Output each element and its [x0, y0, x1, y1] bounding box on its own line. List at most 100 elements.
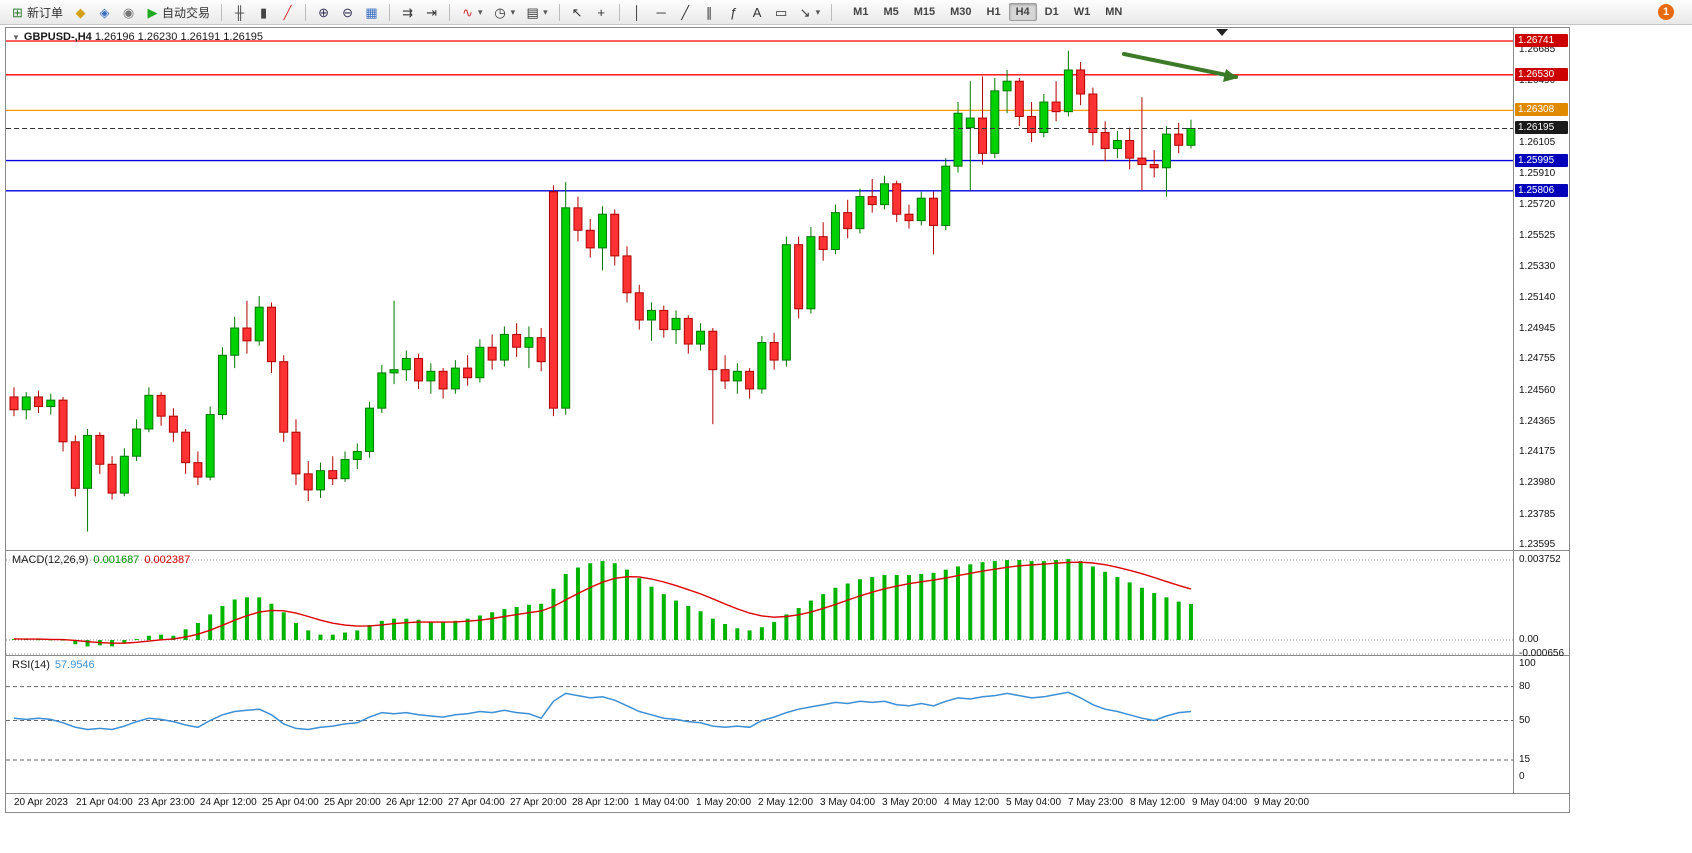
community-button[interactable]: ◉ [117, 0, 140, 24]
collapse-icon[interactable]: ▼ [12, 33, 20, 42]
bar-chart-button[interactable]: ╫ [228, 0, 251, 24]
price-line-badge: 1.26741 [1515, 33, 1568, 47]
main-chart-plot[interactable] [6, 28, 1514, 550]
templates-button[interactable]: ▤ ▾ [521, 0, 553, 24]
price-axis-label: 1.25720 [1519, 198, 1556, 210]
macd-title: MACD(12,26,9) 0.001687 0.002387 [12, 554, 190, 566]
price-axis-label: 1.26105 [1519, 136, 1556, 148]
price-axis-label: 1.23595 [1519, 539, 1556, 551]
rsi-axis-label: 50 [1519, 714, 1531, 726]
trendline-icon: ╱ [681, 4, 690, 20]
macd-plot[interactable] [6, 551, 1514, 655]
timeframe-button-w1[interactable]: W1 [1073, 6, 1091, 18]
time-axis-label: 27 Apr 20:00 [510, 797, 567, 808]
rsi-axis-label: 100 [1519, 658, 1536, 669]
cursor-button[interactable]: ↖ [566, 0, 589, 24]
price-axis-label: 1.23785 [1519, 508, 1556, 520]
chevron-down-icon: ▾ [815, 6, 821, 17]
timeframe-button-d1[interactable]: D1 [1044, 6, 1059, 18]
separator [305, 3, 307, 21]
auto-scroll-icon: ⇉ [402, 4, 413, 20]
price-axis: 1.266851.264901.262951.261051.259101.257… [1513, 28, 1569, 550]
timeframe-button-m30[interactable]: M30 [950, 6, 972, 18]
main-chart-panel: ▼ GBPUSD-,H4 1.26196 1.26230 1.26191 1.26… [6, 28, 1569, 551]
market-button[interactable]: ◈ [93, 0, 116, 24]
rsi-axis-label: 15 [1519, 754, 1531, 766]
arrows-button[interactable]: ↘ ▾ [794, 0, 826, 24]
horizontal-line-button[interactable]: ─ [650, 0, 673, 24]
channel-icon: ∥ [705, 4, 713, 20]
macd-axis-label: -0.000656 [1519, 647, 1565, 659]
new-order-button[interactable]: ⊞ 新订单 [6, 0, 68, 24]
macd-panel: MACD(12,26,9) 0.001687 0.002387 0.003752 0.… [6, 551, 1569, 659]
autotrading-button[interactable]: ▶ 自动交易 [141, 0, 215, 24]
channel-button[interactable]: ∥ [698, 0, 721, 24]
timeframe-button-m1[interactable]: M1 [853, 6, 869, 18]
indicators-icon: ∿ [462, 4, 473, 20]
separator [831, 3, 833, 21]
time-axis-label: 9 May 20:00 [1254, 797, 1310, 808]
ohlc-label: 1.26196 1.26230 1.26191 1.26195 [94, 31, 264, 43]
price-axis-label: 1.23980 [1519, 477, 1556, 489]
time-axis-label: 25 Apr 04:00 [262, 797, 319, 808]
line-chart-button[interactable]: ╱ [276, 0, 299, 24]
timeframe-button-h4[interactable]: H4 [1008, 3, 1037, 21]
time-axis: 20 Apr 2023 21 Apr 04:00 23 Apr 23:00 24 Ap… [6, 794, 1569, 812]
timeframe-group: M1 M5 M15 M30 H1 H4 D1 W1 MN [846, 3, 1129, 21]
candlestick-chart-button[interactable]: ▮ [252, 0, 275, 24]
toolbar: ⊞ 新订单 ◆ ◈ ◉ ▶ 自动交易 ╫ ▮ ╱ ⊕ ⊖ ▦ ⇉ ⇥ ∿ ▾ ◷… [0, 0, 1692, 25]
chart-shift-icon: ⇥ [426, 4, 437, 20]
crosshair-button[interactable]: + [590, 0, 613, 24]
macd-axis-label: 0.00 [1519, 634, 1539, 645]
candlestick-icon: ▮ [259, 4, 268, 20]
text-button[interactable]: A [746, 0, 769, 24]
bar-chart-icon: ╫ [234, 4, 245, 20]
time-axis-label: 28 Apr 12:00 [572, 797, 629, 808]
tile-windows-button[interactable]: ▦ [360, 0, 383, 24]
tile-windows-icon: ▦ [365, 4, 378, 20]
fibonacci-icon: ƒ [729, 4, 737, 20]
price-line-badge: 1.26530 [1515, 67, 1568, 81]
time-axis-label: 3 May 20:00 [882, 797, 938, 808]
rsi-plot[interactable] [6, 656, 1514, 793]
timeframe-button-m5[interactable]: M5 [883, 6, 899, 18]
price-axis-label: 1.25525 [1519, 229, 1556, 241]
notification-badge[interactable]: 1 [1658, 4, 1674, 20]
separator [618, 3, 620, 21]
horizontal-line-icon: ─ [656, 4, 666, 20]
metaeditor-button[interactable]: ◆ [69, 0, 92, 24]
auto-scroll-button[interactable]: ⇉ [396, 0, 419, 24]
trendline-button[interactable]: ╱ [674, 0, 697, 24]
periods-button[interactable]: ◷ ▾ [489, 0, 521, 24]
timeframe-button-m15[interactable]: M15 [913, 6, 936, 18]
rsi-axis-label: 80 [1519, 680, 1531, 692]
price-axis-label: 1.24560 [1519, 384, 1556, 396]
rsi-title: RSI(14) 57.9546 [12, 659, 95, 671]
rsi-label: RSI(14) [12, 659, 50, 671]
text-label-button[interactable]: ▭ [770, 0, 793, 24]
time-axis-label: 3 May 04:00 [820, 797, 876, 808]
vertical-line-button[interactable]: │ [626, 0, 649, 24]
line-chart-icon: ╱ [283, 4, 292, 20]
macd-label: MACD(12,26,9) [12, 554, 89, 566]
zoom-out-button[interactable]: ⊖ [336, 0, 359, 24]
macd-axis-label: 0.003752 [1519, 554, 1561, 565]
cursor-icon: ↖ [571, 4, 583, 20]
timeframe-button-mn[interactable]: MN [1105, 6, 1123, 18]
timeframe-button-h1[interactable]: H1 [986, 6, 1001, 18]
fibonacci-button[interactable]: ƒ [722, 0, 745, 24]
chart-shift-button[interactable]: ⇥ [420, 0, 443, 24]
time-axis-label: 9 May 04:00 [1192, 797, 1248, 808]
time-axis-label: 23 Apr 23:00 [138, 797, 195, 808]
time-axis-label: 1 May 04:00 [634, 797, 690, 808]
chevron-down-icon: ▾ [478, 6, 483, 17]
time-axis-label: 5 May 04:00 [1006, 797, 1062, 808]
chevron-down-icon: ▾ [510, 6, 516, 17]
indicators-button[interactable]: ∿ ▾ [456, 0, 488, 24]
price-axis-label: 1.24755 [1519, 353, 1556, 365]
time-axis-label: 25 Apr 20:00 [324, 797, 381, 808]
separator [221, 3, 223, 21]
separator [449, 3, 451, 21]
periods-icon: ◷ [494, 4, 506, 20]
zoom-in-button[interactable]: ⊕ [312, 0, 335, 24]
